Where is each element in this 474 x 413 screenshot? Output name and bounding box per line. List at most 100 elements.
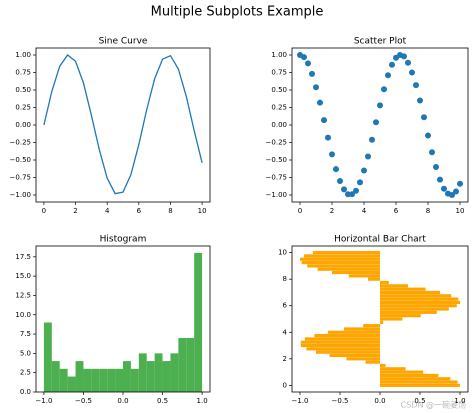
hist-bar xyxy=(51,361,60,392)
y-tick-label: 10 xyxy=(278,249,287,257)
hist-bar xyxy=(115,368,123,392)
bar xyxy=(306,347,380,351)
x-tick-label: 1.0 xyxy=(197,397,208,405)
hist-bar xyxy=(67,376,76,392)
y-tick-label: 5.0 xyxy=(20,349,31,357)
point xyxy=(337,178,343,184)
axes-frame xyxy=(35,245,211,393)
y-tick-label: 0.25 xyxy=(271,104,287,112)
point xyxy=(449,192,455,198)
bar xyxy=(307,264,380,268)
x-tick-label: 10 xyxy=(456,207,465,215)
bar xyxy=(380,373,439,377)
x-tick-label: −0.5 xyxy=(332,397,349,405)
point xyxy=(313,84,319,91)
y-tick-label: 4 xyxy=(283,328,288,336)
point xyxy=(325,134,331,141)
point xyxy=(361,167,367,174)
hist-bar xyxy=(83,368,92,392)
x-tick-label: 2 xyxy=(73,207,77,215)
point xyxy=(357,179,363,186)
point xyxy=(441,185,447,192)
y-tick-label: 15.0 xyxy=(15,272,31,280)
x-tick-label: 8 xyxy=(426,207,430,215)
point xyxy=(425,132,431,139)
bar xyxy=(304,337,380,341)
bar xyxy=(317,267,380,271)
bar xyxy=(380,310,437,314)
hist-bar xyxy=(170,353,179,392)
x-tick-label: 4 xyxy=(105,207,110,215)
x-tick-label: −0.5 xyxy=(75,397,92,405)
watermark: CSDN @一碗姜汤 xyxy=(401,400,466,410)
y-tick-label: −0.25 xyxy=(266,139,287,147)
hist-bar xyxy=(186,337,195,392)
bar xyxy=(316,350,380,354)
point xyxy=(457,180,463,187)
line xyxy=(43,54,203,195)
bar xyxy=(300,343,380,348)
point xyxy=(453,188,459,195)
bar xyxy=(380,304,457,308)
point xyxy=(409,69,415,76)
point xyxy=(321,117,327,124)
x-tick-label: 0.0 xyxy=(374,397,385,405)
bar xyxy=(380,280,389,285)
y-tick-label: −0.50 xyxy=(10,156,31,164)
point xyxy=(381,86,387,93)
y-tick-label: −0.75 xyxy=(266,174,287,182)
hist-bar xyxy=(178,337,187,392)
bar xyxy=(380,370,424,374)
bar xyxy=(346,357,380,361)
bar xyxy=(301,261,380,265)
point xyxy=(433,164,439,170)
point xyxy=(401,53,407,60)
y-tick-label: 1.00 xyxy=(15,51,31,59)
bar xyxy=(380,294,452,298)
bar xyxy=(304,254,380,258)
axes-frame xyxy=(35,47,211,203)
y-tick-label: 10.0 xyxy=(15,311,31,319)
bar xyxy=(329,353,380,358)
point xyxy=(413,82,419,89)
bar xyxy=(363,324,380,328)
y-tick-label: −1.00 xyxy=(266,191,287,199)
figure-title: Multiple Subplots Example xyxy=(151,5,324,20)
y-tick-label: −0.75 xyxy=(10,174,31,182)
point xyxy=(389,61,395,68)
y-tick-label: 1.00 xyxy=(271,51,287,59)
bar xyxy=(380,380,458,384)
point xyxy=(437,176,443,183)
bar xyxy=(380,307,449,311)
x-tick-label: 2 xyxy=(330,207,334,215)
point xyxy=(421,114,427,121)
hist-bar xyxy=(75,361,84,392)
hist-bar xyxy=(138,353,147,392)
point xyxy=(417,97,423,104)
point xyxy=(353,187,359,194)
hist-bar xyxy=(154,353,163,392)
bar xyxy=(332,270,380,275)
hist-bar xyxy=(59,368,68,392)
hist-bar xyxy=(194,252,203,392)
axes-frame xyxy=(291,245,469,393)
x-tick-label: 1.0 xyxy=(454,397,465,405)
point xyxy=(341,186,347,193)
x-tick-label: 0 xyxy=(42,207,46,215)
y-tick-label: 12.5 xyxy=(15,291,31,299)
bar xyxy=(348,274,380,278)
bar xyxy=(380,314,421,318)
hist-bar xyxy=(99,368,108,392)
bar xyxy=(300,257,380,261)
bar xyxy=(300,340,380,344)
hist-bar xyxy=(123,361,131,392)
x-tick-label: 8 xyxy=(168,207,172,215)
point xyxy=(305,60,311,67)
y-tick-label: 6 xyxy=(283,302,288,310)
x-tick-label: 0.5 xyxy=(157,397,168,405)
y-tick-label: 0.75 xyxy=(15,69,31,77)
point xyxy=(377,102,383,109)
subplot-title: Sine Curve xyxy=(99,37,148,47)
hist-bar xyxy=(130,368,139,392)
